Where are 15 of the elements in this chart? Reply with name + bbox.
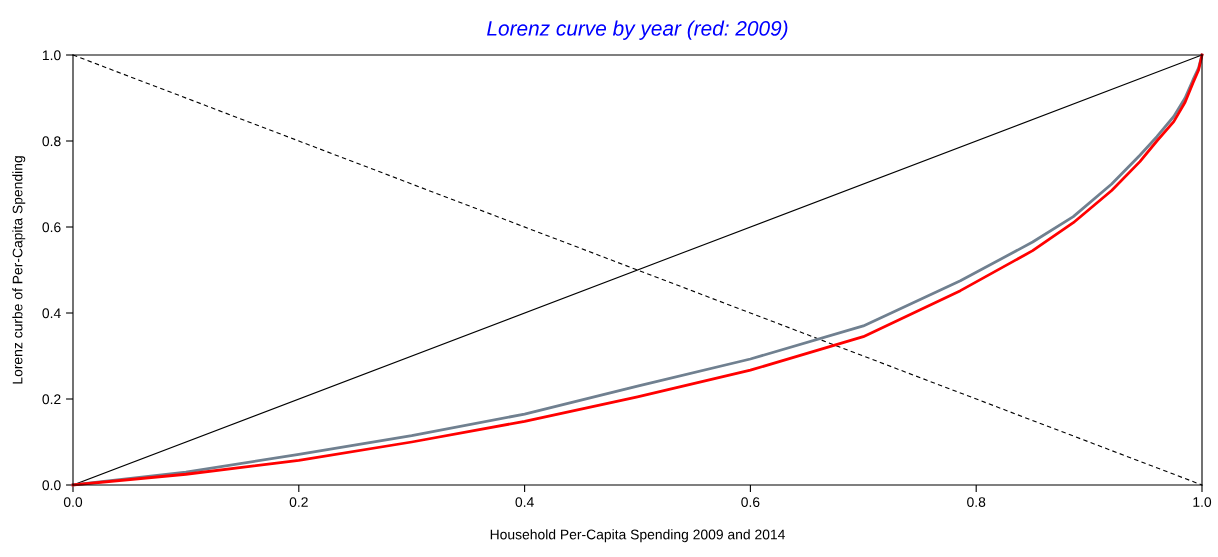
y-tick-label: 0.8	[42, 136, 61, 147]
x-tick-label: 0.8	[967, 497, 986, 508]
x-tick-label: 0.6	[741, 497, 760, 508]
y-tick-label: 1.0	[42, 50, 61, 61]
x-tick-label: 1.0	[1193, 497, 1212, 508]
x-tick-label: 0.2	[289, 497, 308, 508]
y-tick-label: 0.2	[42, 394, 61, 405]
y-tick-label: 0.4	[42, 308, 61, 319]
y-tick-label: 0.6	[42, 222, 61, 233]
x-tick-label: 0.4	[515, 497, 534, 508]
y-axis-title: Lorenz curbe of Per-Capita Spending	[12, 156, 26, 384]
x-axis-title: Household Per-Capita Spending 2009 and 2014	[490, 529, 785, 543]
x-tick-label: 0.0	[63, 497, 83, 508]
chart-title: Lorenz curve by year (red: 2009)	[487, 20, 788, 40]
y-tick-label: 0.0	[42, 480, 61, 491]
